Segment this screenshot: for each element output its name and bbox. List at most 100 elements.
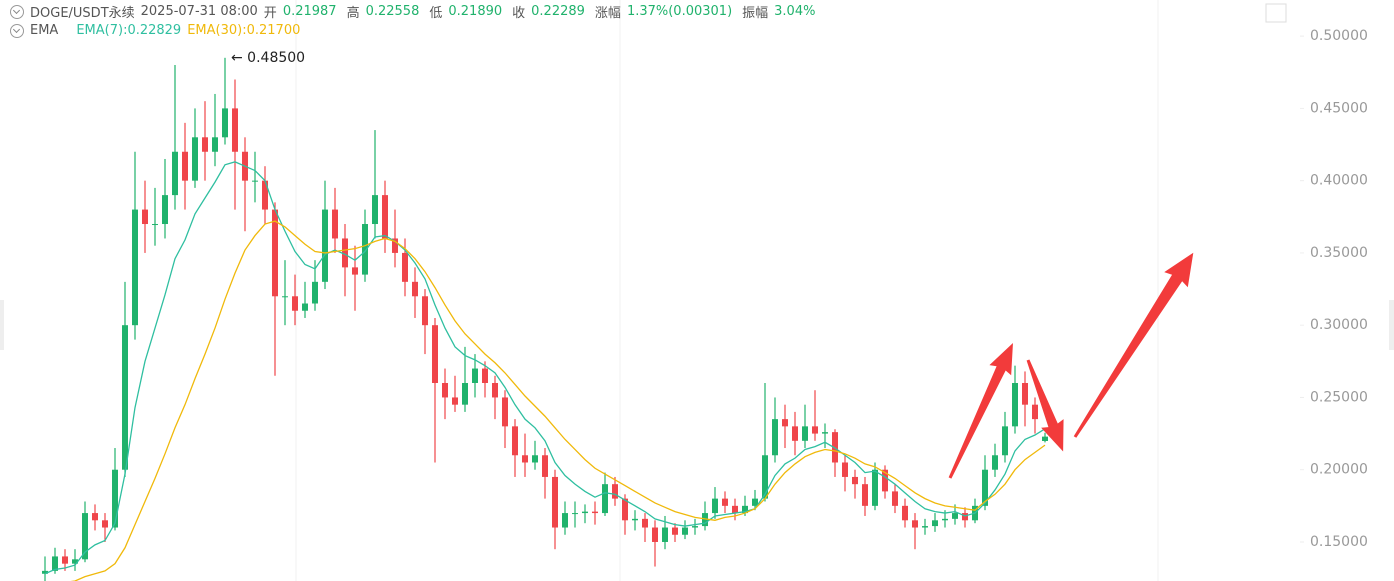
plot: 0.15000 0.20000 0.25000 0.30000 0.35000 0.400… bbox=[42, 28, 1368, 581]
candle-body bbox=[452, 397, 458, 405]
candle-body bbox=[922, 526, 928, 528]
candle-body bbox=[182, 151, 188, 181]
candle-body bbox=[62, 556, 68, 564]
candle-body bbox=[422, 296, 428, 326]
candle-body bbox=[872, 469, 878, 506]
candle-body bbox=[352, 267, 358, 275]
indicator-name: EMA bbox=[30, 23, 59, 38]
candle-body bbox=[202, 137, 208, 152]
value: 0.22289 bbox=[531, 4, 585, 19]
value: 0.21987 bbox=[282, 4, 337, 19]
candle-body bbox=[82, 513, 88, 560]
candle-body bbox=[172, 151, 178, 196]
candle-body bbox=[292, 296, 298, 311]
candle-body bbox=[722, 498, 728, 506]
candle-body bbox=[552, 476, 558, 528]
candle-body bbox=[732, 505, 738, 514]
candle-body bbox=[192, 137, 198, 181]
candle-body bbox=[1012, 382, 1018, 427]
legend-entry: EMA(7):0.22829 bbox=[76, 23, 182, 38]
value: 0.21890 bbox=[448, 4, 503, 19]
candle-body bbox=[562, 513, 568, 528]
collapse-icon[interactable] bbox=[10, 4, 24, 19]
candle-body bbox=[382, 195, 388, 239]
candle-body bbox=[982, 469, 988, 506]
value: 0.22558 bbox=[365, 4, 420, 19]
candle-body bbox=[582, 511, 588, 514]
candle-body bbox=[532, 455, 538, 463]
candle-body bbox=[792, 426, 798, 441]
candle-body bbox=[412, 281, 418, 297]
candle-body bbox=[782, 419, 788, 427]
candle-body bbox=[482, 368, 488, 383]
y-tick-label: 0.30000 bbox=[1310, 317, 1368, 333]
candle-body bbox=[742, 505, 748, 514]
candle-body bbox=[432, 325, 438, 383]
candle-body bbox=[702, 513, 708, 527]
candle-body bbox=[342, 238, 348, 268]
candle-body bbox=[752, 498, 758, 506]
candle-body bbox=[542, 455, 548, 477]
candle-body bbox=[852, 476, 858, 485]
candle-body bbox=[102, 520, 108, 528]
candle-body bbox=[232, 108, 238, 152]
candle-body bbox=[942, 518, 948, 521]
candle-body bbox=[1002, 426, 1008, 456]
candle-body bbox=[822, 432, 828, 434]
candle-body bbox=[682, 527, 688, 535]
panel-handle[interactable] bbox=[1389, 300, 1394, 350]
y-tick-label: 0.45000 bbox=[1310, 100, 1368, 116]
candle-body bbox=[612, 484, 618, 499]
collapse-icon[interactable] bbox=[10, 23, 24, 38]
candle-body bbox=[522, 455, 528, 463]
y-tick-label: 0.15000 bbox=[1310, 534, 1368, 550]
candle-body bbox=[122, 325, 128, 470]
y-tick-label: 0.35000 bbox=[1310, 245, 1368, 261]
legend-entry: EMA(30):0.21700 bbox=[187, 23, 301, 38]
candle-body bbox=[952, 513, 958, 519]
candle-body bbox=[932, 520, 938, 527]
candle-body bbox=[662, 527, 668, 542]
panel-handle[interactable] bbox=[0, 300, 4, 350]
candle-body bbox=[892, 491, 898, 506]
candle-body bbox=[312, 281, 318, 304]
datetime: 2025-07-31 08:00 bbox=[140, 4, 258, 19]
y-tick-label: 0.25000 bbox=[1310, 389, 1368, 405]
candle-body bbox=[112, 469, 118, 528]
label: 低 bbox=[429, 6, 443, 21]
candle-body bbox=[162, 195, 168, 225]
candle-body bbox=[762, 455, 768, 499]
candle-body bbox=[862, 484, 868, 506]
candle-body bbox=[132, 209, 138, 326]
candle-body bbox=[142, 209, 148, 225]
candle-body bbox=[812, 426, 818, 434]
candle-body bbox=[222, 108, 228, 138]
y-tick-label: 0.40000 bbox=[1310, 173, 1368, 189]
candle-body bbox=[372, 195, 378, 225]
arrow bbox=[1073, 252, 1194, 438]
candle-body bbox=[462, 382, 468, 405]
candle-body bbox=[252, 180, 258, 182]
candle-body bbox=[842, 462, 848, 477]
candle-body bbox=[492, 382, 498, 398]
candle-body bbox=[632, 518, 638, 521]
candle-body bbox=[512, 426, 518, 456]
candle-body bbox=[912, 520, 918, 528]
candle-body bbox=[802, 426, 808, 441]
label: 振幅 bbox=[742, 6, 769, 21]
label: 涨幅 bbox=[594, 6, 621, 21]
candle-body bbox=[652, 527, 658, 542]
candle-body bbox=[322, 209, 328, 282]
fullscreen-icon[interactable] bbox=[1265, 3, 1287, 23]
candle-body bbox=[592, 511, 598, 514]
candle-body bbox=[1042, 436, 1048, 441]
arrow bbox=[1026, 359, 1064, 452]
ema-line bbox=[70, 220, 1046, 581]
candle-body bbox=[52, 556, 58, 571]
candle-body bbox=[392, 238, 398, 253]
candle-body bbox=[692, 526, 698, 528]
label: 高 bbox=[346, 6, 360, 21]
candle-body bbox=[672, 527, 678, 535]
